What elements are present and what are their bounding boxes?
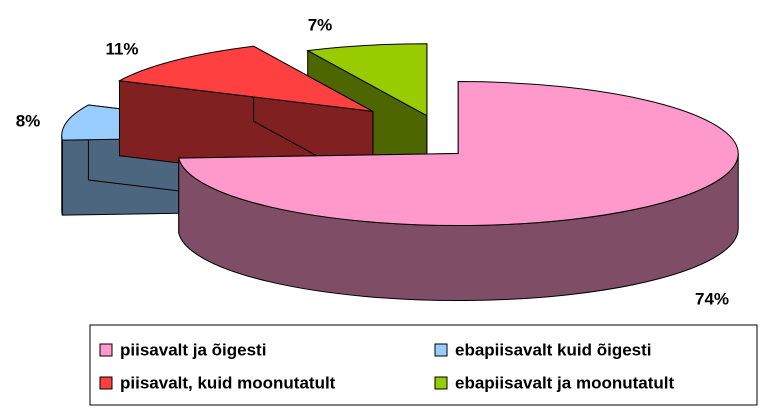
legend-swatch <box>434 376 448 390</box>
legend-swatch <box>99 376 113 390</box>
legend-label: piisavalt ja õigesti <box>120 340 266 359</box>
slice <box>178 81 739 227</box>
legend-label: ebapiisavalt kuid õigesti <box>455 340 652 359</box>
value-label: 11% <box>105 39 138 58</box>
value-label: 74% <box>695 289 729 308</box>
slice-wall <box>61 135 63 216</box>
value-label: 8% <box>16 111 41 130</box>
legend-label: piisavalt, kuid moonutatult <box>120 373 336 392</box>
legend-box <box>89 324 758 406</box>
legend-swatch <box>99 343 113 357</box>
legend-label: ebapiisavalt ja moonutatult <box>455 373 674 392</box>
legend-swatch <box>434 343 448 357</box>
slice <box>117 45 374 112</box>
slice <box>306 43 428 117</box>
value-label: 7% <box>308 15 333 34</box>
